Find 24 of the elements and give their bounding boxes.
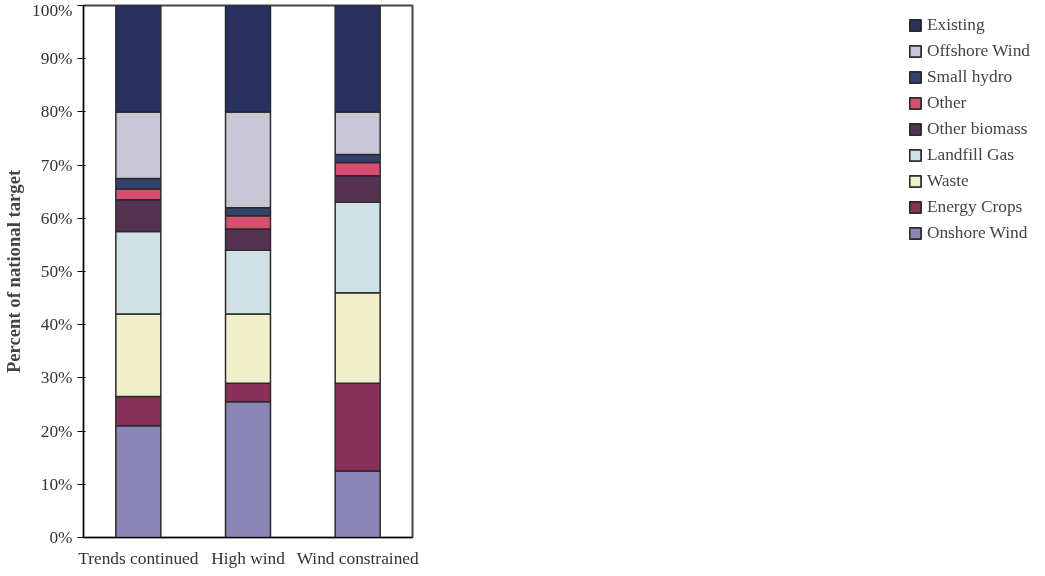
- legend-label: Existing: [926, 15, 985, 35]
- y-tick-label: 20%: [40, 421, 73, 441]
- y-tick-label: 0%: [49, 528, 73, 547]
- y-tick-label: 70%: [40, 155, 73, 175]
- legend-label: Offshore Wind: [926, 41, 1030, 61]
- legend-label: Other: [926, 93, 967, 113]
- x-tick-label: Trends continued: [78, 548, 199, 568]
- y-tick-label: 30%: [40, 368, 73, 388]
- y-tick-label: 40%: [40, 315, 73, 335]
- y-tick-label: 80%: [40, 102, 73, 122]
- y-axis-title: Percent of national target: [3, 169, 25, 374]
- y-tick-label: 90%: [40, 49, 73, 69]
- y-tick-label: 10%: [40, 474, 73, 494]
- x-tick-label: Wind constrained: [296, 548, 420, 568]
- legend-label: Other biomass: [926, 119, 1028, 139]
- x-tick-label: High wind: [211, 548, 286, 568]
- legend-label: Small hydro: [926, 67, 1013, 87]
- y-tick-label: 60%: [40, 208, 73, 228]
- legend-label: Landfill Gas: [926, 145, 1014, 165]
- legend-label: Energy Crops: [926, 197, 1023, 217]
- legend-label: Waste: [926, 171, 969, 191]
- y-tick-label: 50%: [40, 262, 73, 281]
- legend-label: Onshore Wind: [926, 223, 1028, 243]
- y-tick-label: 100%: [32, 0, 73, 20]
